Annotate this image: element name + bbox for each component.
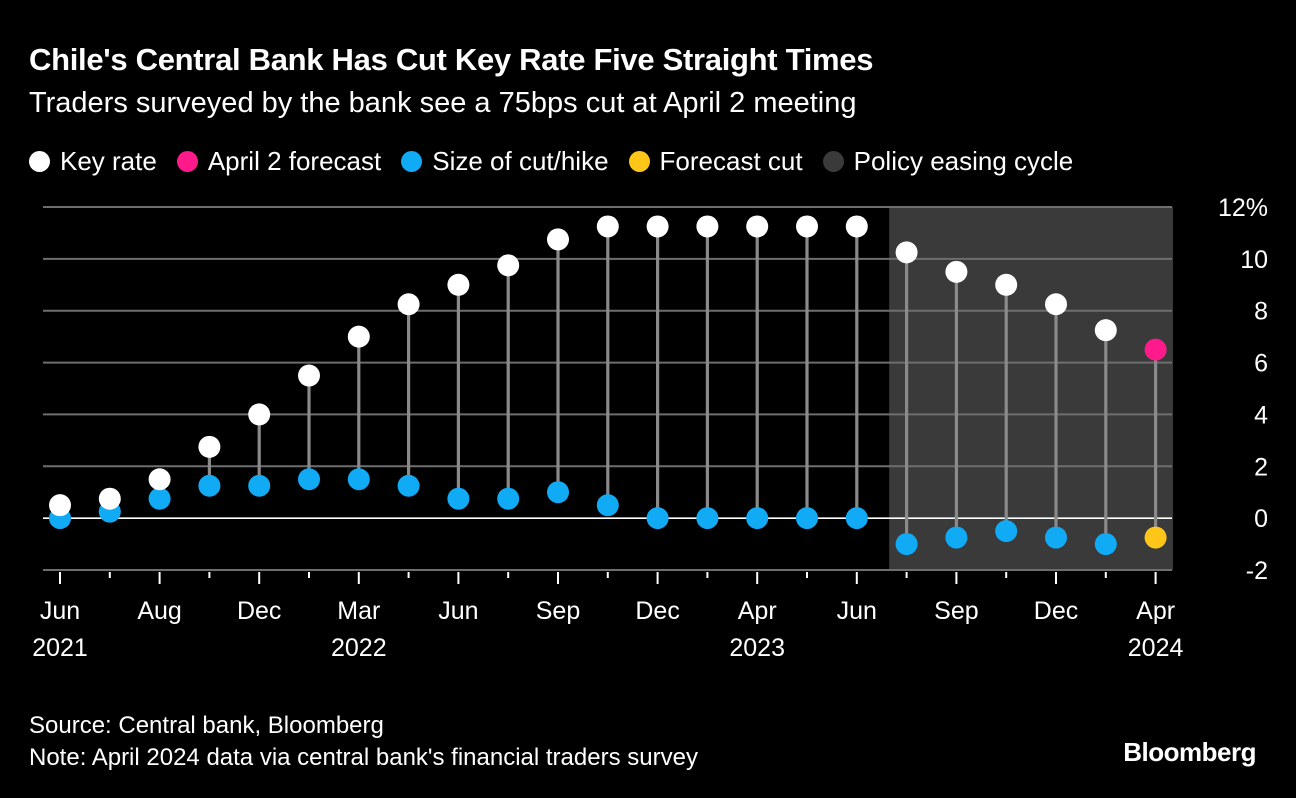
footer-note: Note: April 2024 data via central bank's… [29,744,698,771]
size-of-cut-point [1045,526,1067,549]
key-rate-point [796,215,818,238]
y-tick-label: 10 [1240,246,1268,274]
points-layer [49,215,1167,556]
size-of-cut-point [148,487,171,510]
y-tick-label: 2 [1254,453,1268,481]
key-rate-point [148,468,171,491]
y-tick-label: -2 [1246,557,1268,585]
x-tick-labels-layer: Jun 2021 Aug Dec Mar 2022 Jun Sep Dec Apr 2023 Jun S… [32,597,1183,662]
size-of-cut-point [447,487,470,510]
y-tick-label: 8 [1254,298,1268,326]
key-rate-point [845,215,868,238]
size-of-cut-point [596,494,619,517]
key-rate-point [1045,293,1067,316]
key-rate-point [248,403,271,426]
chart-title: Chile's Central Bank Has Cut Key Rate Fi… [29,42,874,77]
x-tick-label: Apr [738,597,777,625]
key-rate-point [696,215,719,238]
legend-swatch-easing-cycle [822,151,844,172]
bloomberg-logo: Bloomberg [1123,737,1256,767]
y-tick-label: 0 [1254,505,1268,533]
x-tick-year-label: 2021 [32,634,88,662]
key-rate-point [198,435,221,458]
y-tick-label: 12% [1218,194,1268,222]
x-ticks-layer [59,572,1157,584]
size-of-cut-point [298,468,320,491]
key-rate-point [596,215,619,238]
key-rate-point [447,273,470,296]
size-of-cut-point [646,507,669,530]
legend-item-easing-cycle: Policy easing cycle [822,146,1074,177]
legend-item-april-forecast: April 2 forecast [176,146,382,177]
size-of-cut-point [397,474,420,497]
key-rate-point [945,260,968,283]
key-rate-point [497,254,520,277]
chart-subtitle: Traders surveyed by the bank see a 75bps… [29,87,857,119]
y-tick-label: 6 [1254,350,1268,378]
size-of-cut-point [497,487,520,510]
key-rate-point [98,487,121,510]
legend-swatch-april-forecast [176,151,198,172]
size-of-cut-point [198,474,221,497]
x-tick-label: Dec [635,597,679,625]
x-tick-label: Jun [837,597,877,625]
key-rate-point [298,364,320,387]
footer-source: Source: Central bank, Bloomberg [29,712,384,739]
x-tick-label: Jun [438,597,478,625]
x-tick-year-label: 2022 [331,634,387,662]
size-of-cut-point [547,481,569,504]
size-of-cut-point [696,507,719,530]
chart-legend: Key rate April 2 forecast Size of cut/hi… [29,146,1093,177]
size-of-cut-point [746,507,769,530]
key-rate-point [397,293,420,316]
size-of-cut-point [248,474,271,497]
y-tick-labels-layer: 12% 10 8 6 4 2 0 -2 [1218,194,1268,585]
x-tick-label: Sep [934,597,978,625]
legend-item-size-of-cut: Size of cut/hike [401,146,609,177]
legend-swatch-size-of-cut [401,151,423,172]
x-tick-label: Sep [536,597,580,625]
size-of-cut-point [1094,533,1117,556]
key-rate-point [746,215,769,238]
legend-item-forecast-cut: Forecast cut [628,146,803,177]
legend-item-key-rate: Key rate [29,146,157,177]
legend-swatch-key-rate [29,151,50,172]
key-rate-point [347,325,370,348]
x-tick-label: Aug [137,597,181,625]
key-rate-point [1094,319,1117,342]
legend-label-easing-cycle: Policy easing cycle [853,146,1074,176]
size-of-cut-point [796,507,818,530]
easing-cycle-band-layer [889,207,1174,570]
april-forecast-point [1144,338,1167,361]
legend-label-forecast-cut: Forecast cut [659,146,803,176]
key-rate-point [49,494,71,517]
x-tick-label: Jun [40,597,80,625]
x-tick-label: Dec [1034,597,1078,625]
size-of-cut-point [347,468,370,491]
legend-swatch-forecast-cut [628,151,650,172]
forecast-cut-point [1144,526,1167,549]
key-rate-point [995,273,1018,296]
y-tick-label: 4 [1254,401,1268,429]
key-rate-point [895,241,918,264]
x-tick-year-label: 2023 [729,634,785,662]
size-of-cut-point [895,533,918,556]
x-tick-label: Dec [237,597,281,625]
x-tick-year-label: 2024 [1128,634,1184,662]
legend-label-april-forecast: April 2 forecast [207,146,382,176]
key-rate-point [547,228,569,251]
size-of-cut-point [845,507,868,530]
size-of-cut-point [945,526,968,549]
size-of-cut-point [995,520,1018,543]
legend-label-key-rate: Key rate [60,146,157,176]
x-tick-label: Mar [337,597,380,625]
legend-label-size-of-cut: Size of cut/hike [432,146,609,176]
x-tick-label: Apr [1136,597,1175,625]
key-rate-point [646,215,669,238]
easing-cycle-band [889,207,1174,570]
